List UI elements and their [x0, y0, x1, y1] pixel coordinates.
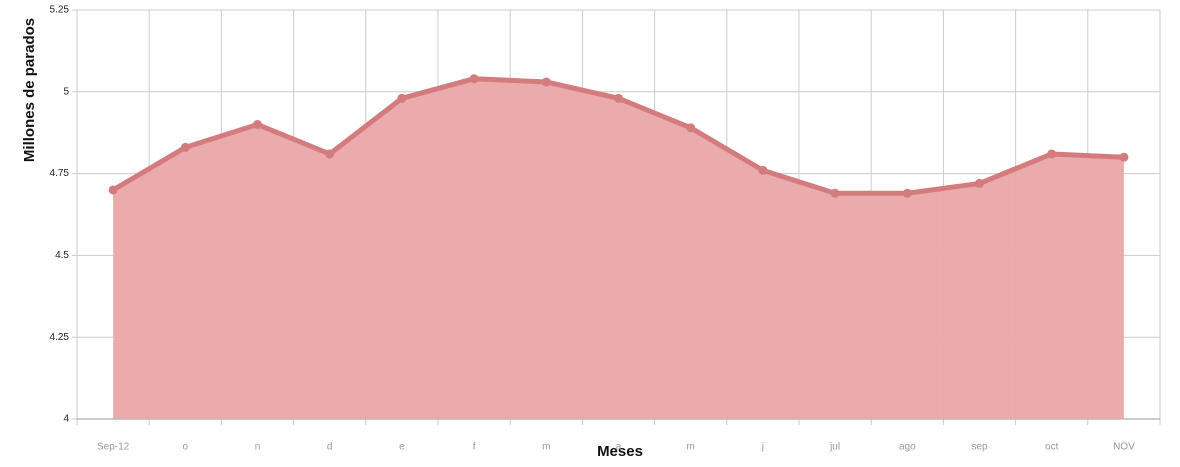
y-tick-label: 5	[63, 86, 69, 97]
x-axis-title: Meses	[597, 443, 643, 460]
area	[113, 78, 1124, 419]
point	[180, 142, 190, 152]
point	[686, 123, 696, 133]
x-tick-label: d	[327, 442, 333, 453]
point	[469, 74, 479, 84]
point	[253, 120, 262, 130]
x-tick-label: sep	[971, 442, 988, 453]
x-tick-label: Sep-12	[97, 442, 130, 453]
y-tick-label: 4.25	[50, 332, 70, 343]
point	[1047, 149, 1057, 159]
x-tick-label: a	[616, 442, 622, 453]
y-tick-label: 4.75	[50, 168, 70, 179]
point	[325, 149, 335, 159]
x-tick-label: j	[761, 442, 764, 453]
x-tick-label: f	[473, 442, 476, 453]
point	[108, 185, 118, 195]
x-tick-label: m	[687, 442, 695, 453]
point	[397, 93, 407, 103]
y-tick-label: 5.25	[50, 5, 70, 16]
point	[1119, 152, 1129, 162]
point	[830, 188, 840, 198]
x-tick-label: oct	[1045, 442, 1059, 453]
y-tick-label: 4	[63, 414, 69, 425]
point	[975, 178, 984, 188]
y-axis-title: Millones de parados	[21, 18, 38, 162]
point	[902, 188, 912, 198]
x-tick-label: m	[542, 442, 550, 453]
x-tick-label: ago	[899, 442, 916, 453]
point	[541, 77, 551, 87]
x-tick-label: e	[399, 442, 405, 453]
x-tick-label: jul	[829, 442, 840, 453]
x-tick-label: o	[183, 442, 189, 453]
x-tick-label: n	[255, 442, 261, 453]
y-tick-label: 4.5	[55, 250, 69, 261]
point	[614, 93, 623, 103]
point	[758, 165, 768, 175]
x-tick-label: NOV	[1113, 442, 1135, 453]
